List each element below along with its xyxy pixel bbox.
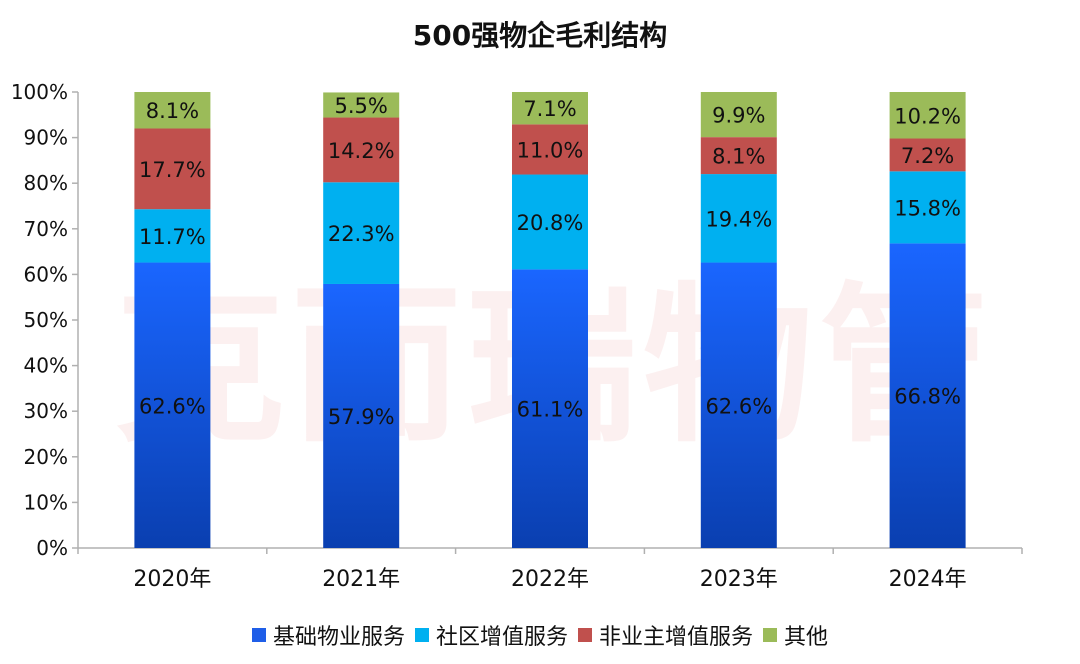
legend-item: 基础物业服务 [251, 619, 405, 651]
bar-segment [512, 92, 588, 125]
bar-segment [700, 174, 777, 263]
legend-label: 基础物业服务 [272, 625, 405, 650]
data-label: 20.8% [517, 211, 584, 235]
data-label: 7.1% [523, 97, 576, 121]
data-label: 14.2% [328, 139, 395, 163]
bar-segment [323, 92, 400, 118]
y-tick-label: 60% [24, 262, 68, 286]
data-label: 5.5% [335, 94, 388, 118]
legend-label: 社区增值服务 [435, 625, 568, 650]
y-tick-label: 80% [24, 171, 68, 195]
y-tick-label: 0% [36, 536, 68, 560]
legend-swatch [251, 628, 266, 642]
data-label: 11.7% [139, 225, 206, 249]
axes: 0% 10% 20% 30% 40% 50% 60% 70% 80% 90% 100% 2020年 20… [11, 80, 1023, 592]
y-tick-label: 30% [24, 399, 68, 423]
bar-segment [512, 124, 588, 175]
legend-item: 其他 [763, 619, 828, 651]
y-tick-label: 20% [24, 445, 68, 469]
y-tick-label: 100% [11, 80, 68, 104]
bar-segment [134, 209, 211, 263]
x-tick-label: 2021年 [322, 567, 400, 592]
data-label: 22.3% [328, 222, 395, 246]
bar-segment [512, 174, 588, 270]
chart-plot: 0% 10% 20% 30% 40% 50% 60% 70% 80% 90% 100% 2020年 20… [11, 80, 1023, 592]
bar-segment [134, 128, 211, 210]
legend-item: 非业主增值服务 [578, 619, 753, 651]
bar-segment [700, 92, 777, 138]
y-tick-label: 70% [24, 217, 68, 241]
data-label: 19.4% [705, 207, 772, 231]
data-label: 15.8% [894, 196, 961, 220]
bar-segment [134, 92, 211, 129]
legend-label: 其他 [784, 625, 829, 650]
data-label: 62.6% [139, 394, 206, 418]
data-label: 62.6% [705, 394, 772, 418]
x-tick-label: 2020年 [133, 567, 211, 592]
y-tick-label: 40% [24, 354, 68, 378]
data-label: 61.1% [517, 398, 584, 422]
legend-item: 社区增值服务 [414, 619, 568, 651]
legend-swatch [763, 628, 778, 642]
chart-title: 500强物企毛利结构 [412, 19, 668, 52]
bar-segment [889, 243, 966, 548]
legend-swatch [578, 628, 592, 642]
legend-label: 非业主增值服务 [599, 625, 754, 650]
bar-segment [512, 269, 588, 548]
legend: 基础物业服务 社区增值服务 非业主增值服务 其他 [0, 619, 1080, 651]
x-tick-label: 2023年 [700, 567, 778, 592]
data-label: 11.0% [517, 138, 584, 162]
data-label: 9.9% [712, 104, 765, 128]
x-tick-label: 2024年 [889, 567, 967, 592]
data-label: 10.2% [894, 104, 961, 128]
bar-segment [323, 283, 400, 548]
bar-segment [323, 182, 400, 284]
y-tick-label: 90% [24, 126, 68, 150]
bar-segment [889, 138, 966, 172]
data-label: 8.1% [712, 145, 765, 169]
y-tick-label: 50% [24, 308, 68, 332]
bar-segment [700, 137, 777, 175]
bar-segment [889, 92, 966, 139]
bar-segment [323, 117, 400, 183]
x-tick-label: 2022年 [511, 567, 589, 592]
data-label: 7.2% [901, 144, 954, 168]
bar-segment [889, 171, 966, 244]
bar-segment [700, 262, 777, 548]
data-label: 66.8% [894, 385, 961, 409]
data-label: 8.1% [146, 99, 199, 123]
bars: 62.6% 11.7% 17.7% 8.1% 57.9% 22.3% 14.2% 5.5% 61… [134, 92, 966, 548]
data-label: 17.7% [139, 158, 206, 182]
data-label: 57.9% [328, 405, 395, 429]
bar-segment [134, 262, 211, 548]
legend-swatch [414, 628, 429, 642]
y-tick-label: 10% [24, 490, 68, 514]
